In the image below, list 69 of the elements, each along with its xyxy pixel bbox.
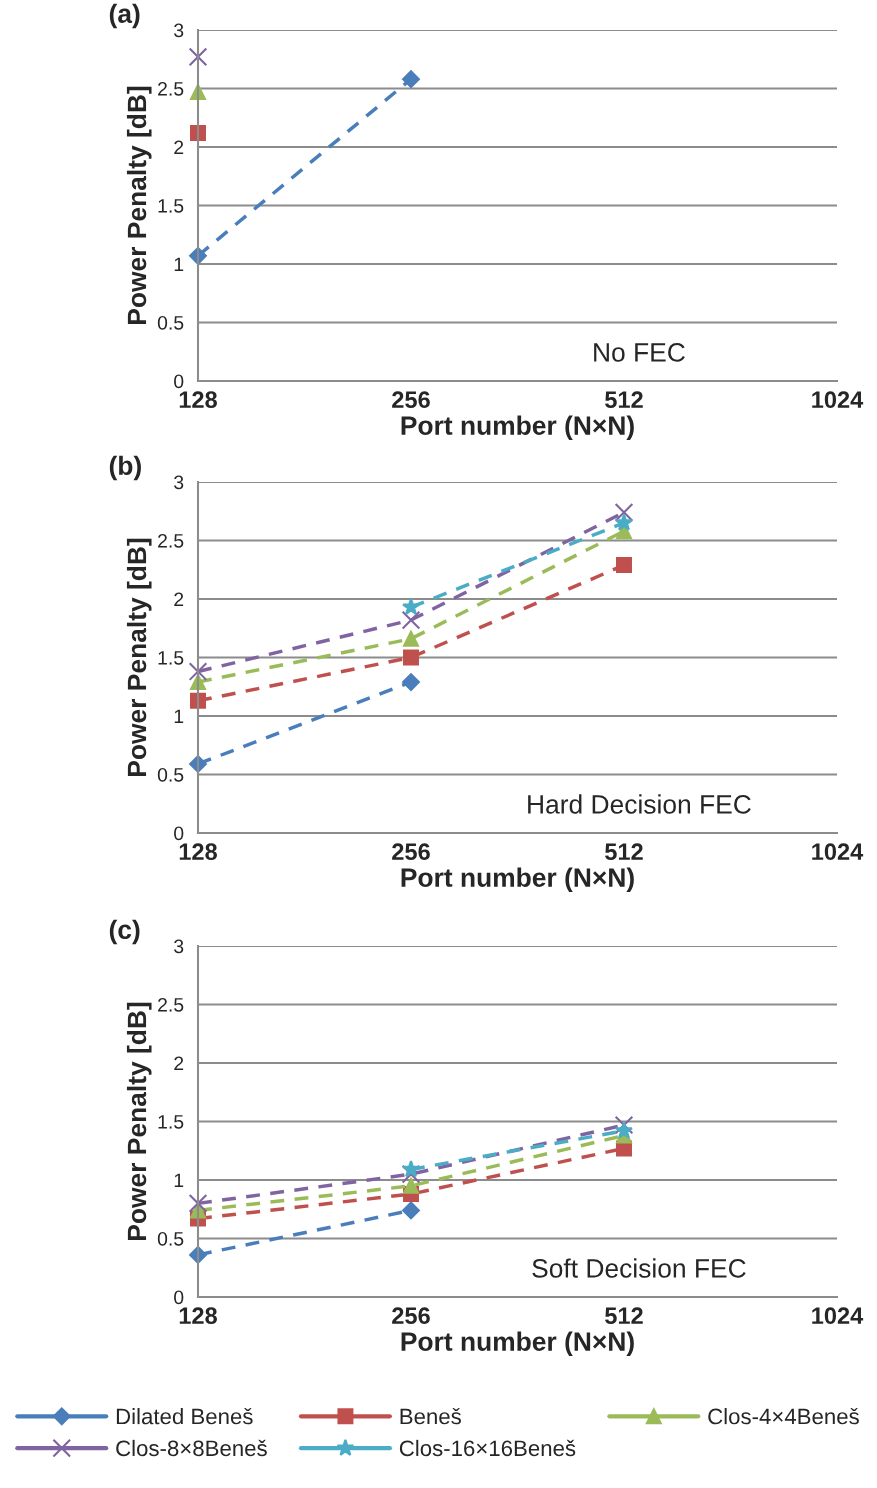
point bbox=[614, 1115, 634, 1135]
point bbox=[615, 513, 633, 531]
y-tick-label: 2 bbox=[174, 1056, 184, 1071]
y-axis-title: Power Penalty [dB] bbox=[126, 86, 152, 324]
y-tick-label: 0 bbox=[174, 826, 184, 841]
y-tick-label: 2 bbox=[174, 140, 184, 155]
y-tick-label: 2.5 bbox=[158, 997, 184, 1012]
point bbox=[403, 630, 419, 647]
x-tick-label: 1024 bbox=[812, 1307, 864, 1325]
point bbox=[401, 610, 421, 630]
x-tick-label: 1024 bbox=[812, 843, 864, 861]
chart-title: (b) bbox=[109, 455, 141, 481]
x-axis-title: Port number (N×N) bbox=[401, 415, 634, 441]
point bbox=[614, 503, 634, 522]
x-tick-label: 512 bbox=[605, 843, 643, 861]
y-tick-label: 2 bbox=[174, 592, 184, 607]
point bbox=[616, 557, 632, 574]
y-tick-label: 0.5 bbox=[157, 1231, 184, 1246]
point bbox=[402, 597, 420, 615]
x-tick-label: 128 bbox=[179, 391, 217, 409]
legend-label: Clos-4×4Beneš bbox=[708, 1407, 859, 1425]
point bbox=[402, 1160, 420, 1178]
point bbox=[401, 1164, 421, 1184]
y-tick-label: 1.5 bbox=[158, 199, 184, 213]
y-axis-title: Power Penalty [dB] bbox=[126, 538, 152, 776]
x-axis-title: Port number (N×N) bbox=[401, 1331, 634, 1357]
x-tick-label: 512 bbox=[605, 391, 643, 409]
y-tick-label: 0 bbox=[174, 1290, 184, 1305]
point bbox=[402, 673, 420, 691]
y-tick-label: 3 bbox=[174, 23, 184, 38]
x-tick-label: 256 bbox=[392, 843, 430, 861]
y-tick-label: 3 bbox=[174, 475, 184, 490]
y-tick-label: 1.5 bbox=[158, 1115, 184, 1129]
y-tick-label: 1 bbox=[174, 257, 184, 272]
annotation: No FEC bbox=[594, 343, 685, 362]
point bbox=[190, 124, 206, 141]
y-tick-label: 2.5 bbox=[158, 81, 184, 96]
chart-title: (a) bbox=[109, 3, 140, 29]
annotation: Soft Decision FEC bbox=[532, 1258, 746, 1278]
x-tick-label: 256 bbox=[392, 391, 430, 409]
point bbox=[188, 1194, 208, 1213]
y-tick-label: 0.5 bbox=[157, 315, 184, 330]
point bbox=[188, 662, 208, 681]
y-tick-label: 1 bbox=[174, 1173, 184, 1188]
y-tick-label: 3 bbox=[174, 939, 184, 954]
point bbox=[402, 1201, 420, 1220]
y-tick-label: 1 bbox=[174, 709, 184, 724]
legend-label: Clos-8×8Beneš bbox=[116, 1439, 267, 1457]
x-tick-label: 128 bbox=[179, 843, 217, 861]
y-tick-label: 1.5 bbox=[158, 651, 184, 665]
point bbox=[402, 70, 420, 89]
y-tick-label: 0 bbox=[174, 374, 184, 389]
chart-title: (c) bbox=[109, 919, 140, 945]
x-tick-label: 512 bbox=[605, 1307, 643, 1325]
legend-label: Beneš bbox=[400, 1407, 461, 1425]
y-tick-label: 2.5 bbox=[158, 533, 184, 548]
legend-label: Dilated Beneš bbox=[116, 1407, 253, 1425]
point bbox=[188, 47, 208, 67]
x-tick-label: 256 bbox=[392, 1307, 430, 1325]
point bbox=[403, 1177, 419, 1194]
annotation: Hard Decision FEC bbox=[528, 794, 751, 814]
point bbox=[615, 1121, 633, 1139]
x-axis-title: Port number (N×N) bbox=[401, 867, 634, 893]
x-tick-label: 128 bbox=[179, 1307, 217, 1325]
x-tick-label: 1024 bbox=[812, 391, 864, 409]
y-axis-title: Power Penalty [dB] bbox=[126, 1002, 152, 1240]
point bbox=[403, 649, 419, 666]
legend-label: Clos-16×16Beneš bbox=[399, 1439, 576, 1457]
y-tick-label: 0.5 bbox=[157, 767, 184, 782]
